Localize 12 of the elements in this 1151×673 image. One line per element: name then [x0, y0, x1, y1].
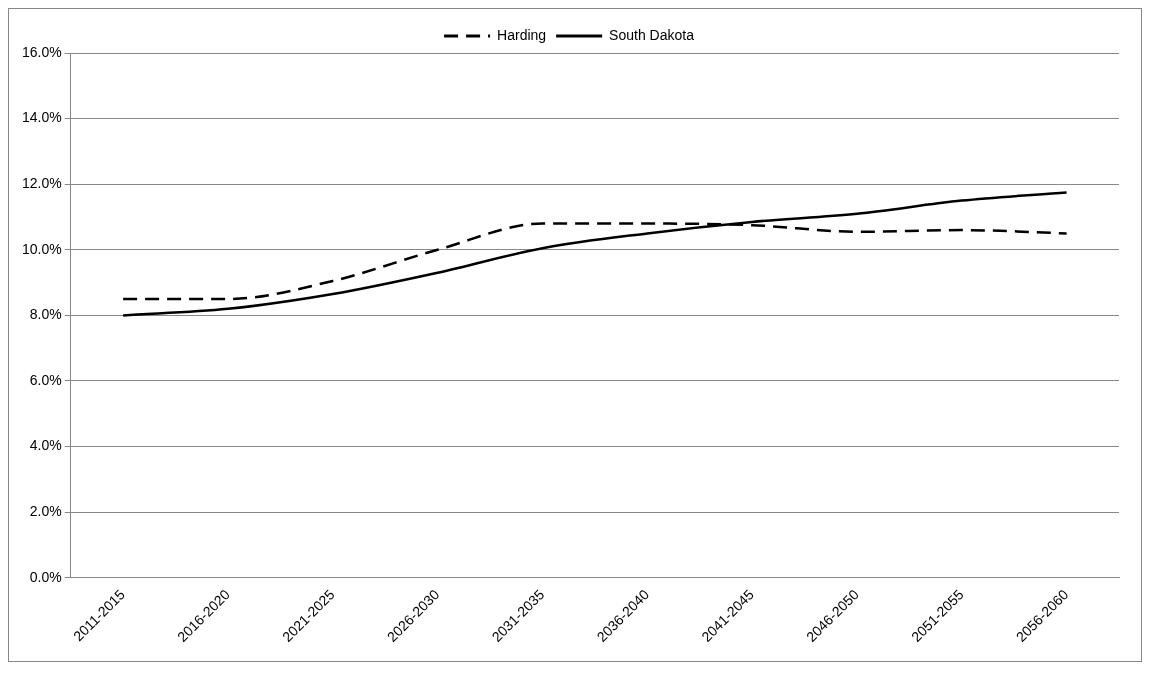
y-tick-label: 10.0%: [21, 240, 62, 257]
y-tick-label: 2.0%: [29, 503, 62, 520]
legend-label: Harding: [497, 26, 547, 43]
y-tick-label: 8.0%: [29, 306, 62, 323]
y-tick-label: 6.0%: [29, 371, 62, 388]
legend-label: South Dakota: [609, 26, 695, 43]
y-tick-label: 16.0%: [21, 43, 62, 60]
y-tick-label: 4.0%: [29, 437, 62, 454]
y-tick-label: 0.0%: [29, 568, 62, 585]
y-tick-label: 14.0%: [21, 109, 62, 126]
y-tick-label: 12.0%: [21, 175, 62, 192]
line-series: [121, 191, 1068, 317]
